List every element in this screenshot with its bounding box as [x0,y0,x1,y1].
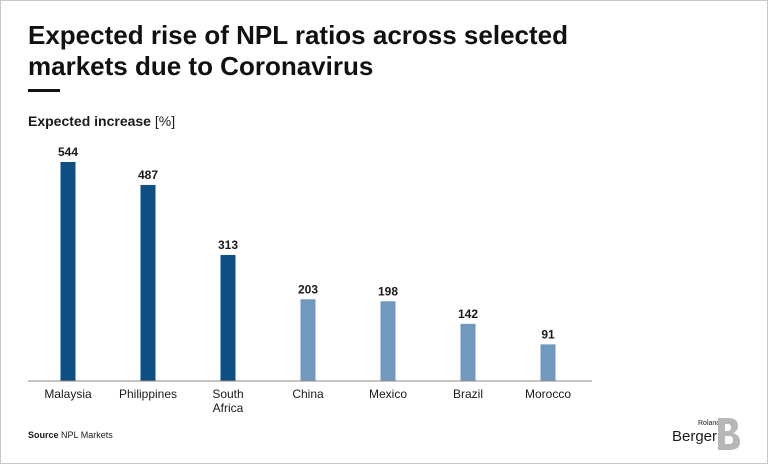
value-label: 203 [298,282,318,296]
category-label-line: South [212,387,243,401]
source-key: Source [28,430,59,440]
bar-philippines [140,184,156,381]
category-label-line: Malaysia [44,387,92,401]
category-label-line: Philippines [119,387,177,401]
category-label: South Africa [212,387,243,415]
chart-title: Expected rise of NPL ratios across selec… [28,20,568,81]
bar-malaysia [60,162,76,381]
value-label: 487 [138,168,158,182]
category-label: Mexico [369,387,407,401]
category-label-line: Brazil [453,387,483,401]
category-label: Brazil [453,387,483,401]
category-label: China [292,387,324,401]
bar-china [300,299,316,381]
bar-mexico [380,301,396,381]
bar-morocco [540,344,556,381]
bar-south-africa [220,254,236,381]
logo-text-berger: Berger [672,428,718,445]
category-label-line: Mexico [369,387,407,401]
category-label: Morocco [525,387,571,401]
source-note: Source NPL Markets [28,430,113,440]
bar-brazil [460,323,476,381]
category-label: Philippines [119,387,177,401]
y-axis-label-text: Expected increase [28,113,151,129]
value-label: 91 [541,327,555,341]
value-label: 313 [218,238,238,252]
logo-text-roland: Roland [698,420,721,427]
y-axis-label: Expected increase [%] [28,113,175,129]
category-label-line: China [292,387,324,401]
source-text: NPL Markets [58,430,113,440]
category-label: Malaysia [44,387,92,401]
value-label: 142 [458,307,478,321]
category-label-line: Morocco [525,387,571,401]
title-underline [28,89,60,92]
logo-b-mark-icon [718,418,740,450]
value-label: 198 [378,284,398,298]
bar-group: 544 Malaysia 487 Philippines 313 South Africa 2… [44,145,571,415]
value-label: 544 [58,145,78,159]
y-axis-unit: [%] [150,113,176,129]
roland-berger-logo: Roland Berger [672,416,744,452]
category-label-line: Africa [213,401,244,415]
